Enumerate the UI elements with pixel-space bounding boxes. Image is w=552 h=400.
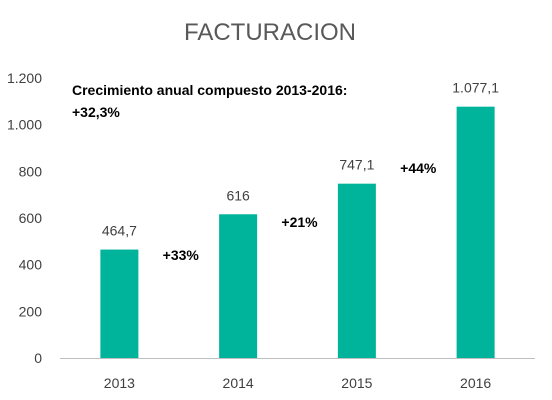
x-tick-label: 2014	[223, 375, 254, 391]
y-tick-label: 400	[19, 257, 43, 273]
bar-2015	[337, 183, 376, 358]
chart-title: FACTURACION	[184, 19, 356, 46]
y-tick-label: 1.000	[7, 117, 42, 133]
y-axis: 0 200 400 600 800 1.000 1.200	[7, 70, 42, 366]
bar-2014	[219, 214, 258, 358]
x-tick-label: 2015	[341, 375, 372, 391]
y-tick-label: 1.200	[7, 70, 42, 86]
bar-2013	[100, 249, 139, 358]
bar-2016	[456, 106, 495, 358]
growth-label: +21%	[281, 214, 318, 230]
cagr-annotation-line1: Crecimiento anual compuesto 2013-2016:	[72, 82, 347, 98]
y-tick-label: 800	[19, 163, 43, 179]
cagr-annotation-line2: +32,3%	[72, 104, 120, 120]
data-label: 464,7	[102, 223, 137, 239]
y-tick-label: 600	[19, 210, 43, 226]
data-label: 747,1	[339, 157, 374, 173]
bars-group	[100, 106, 495, 358]
growth-label: +33%	[163, 247, 200, 263]
data-labels-group: 464,7 616 747,1 1.077,1	[102, 80, 499, 239]
x-axis: 2013 2014 2015 2016	[60, 358, 535, 391]
growth-label: +44%	[400, 160, 437, 176]
x-tick-label: 2016	[460, 375, 491, 391]
data-label: 1.077,1	[452, 80, 499, 96]
y-tick-label: 0	[34, 350, 42, 366]
data-label: 616	[226, 187, 250, 203]
y-tick-label: 200	[19, 303, 43, 319]
growth-labels-group: +33% +21% +44%	[163, 160, 437, 263]
x-tick-label: 2013	[104, 375, 135, 391]
